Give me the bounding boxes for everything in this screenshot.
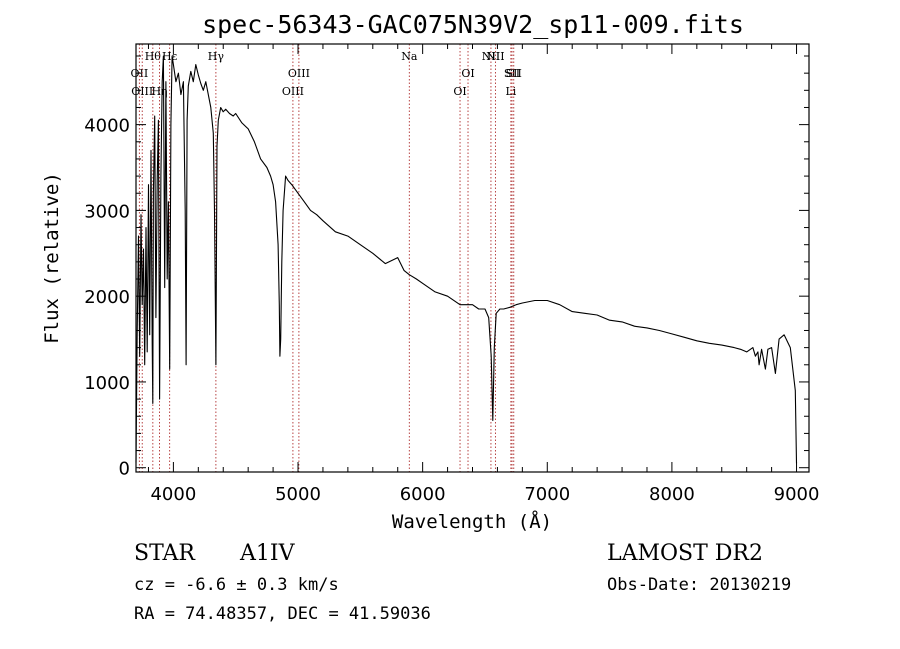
x-tick-label-4: 8000: [649, 484, 695, 505]
coordinates: RA = 74.48357, DEC = 41.59036: [134, 604, 431, 624]
line-marker-label-1: OIII: [131, 85, 153, 98]
y-axis: 0 1000 2000 3000 4000: [84, 55, 809, 480]
spectrum-line: [135, 55, 798, 464]
line-marker-label-9: OI: [453, 85, 466, 98]
x-tick-label-3: 7000: [524, 484, 570, 505]
x-tick-label-0: 4000: [150, 484, 196, 505]
x-axis-label: Wavelength (Å): [392, 510, 552, 533]
line-marker-label-10: OI: [461, 67, 474, 80]
line-marker-label-3: Hη: [151, 85, 167, 98]
x-tick-label-1: 5000: [275, 484, 321, 505]
y-tick-label-2: 2000: [84, 287, 130, 308]
line-marker-label-5: Hγ: [208, 50, 225, 63]
object-type: STAR: [134, 541, 196, 566]
x-tick-label-5: 9000: [774, 484, 820, 505]
spectral-class: A1IV: [239, 541, 296, 566]
line-marker-label-15: SII: [506, 67, 522, 80]
observation-date: Obs-Date: 20130219: [607, 575, 791, 595]
line-marker-label-7: OIII: [288, 67, 310, 80]
line-marker-label-13: Li: [505, 85, 516, 98]
line-marker-label-12: NII: [486, 50, 504, 63]
line-marker-label-6: OIII: [282, 85, 304, 98]
line-marker-label-11: NII: [482, 50, 500, 63]
chart-title: spec-56343-GAC075N39V2_sp11-009.fits: [202, 10, 744, 39]
line-marker-label-2: Hθ: [145, 50, 162, 63]
y-tick-label-1: 1000: [84, 373, 130, 394]
y-axis-label: Flux (relative): [41, 172, 63, 344]
spectrum-series: [135, 55, 798, 464]
x-tick-label-2: 6000: [400, 484, 446, 505]
line-marker-label-4: Hε: [162, 50, 178, 63]
redshift-value: cz = -6.6 ± 0.3 km/s: [134, 575, 339, 595]
y-tick-label-3: 3000: [84, 201, 130, 222]
x-axis: 4000 5000 6000 7000 8000 9000: [147, 44, 820, 505]
line-marker-label-14: SII: [504, 67, 520, 80]
plot-frame: [135, 43, 810, 473]
y-tick-label-0: 0: [119, 459, 130, 480]
survey-name: LAMOST DR2: [607, 541, 763, 566]
line-marker-label-8: Na: [401, 50, 418, 63]
y-tick-label-4: 4000: [84, 116, 130, 137]
